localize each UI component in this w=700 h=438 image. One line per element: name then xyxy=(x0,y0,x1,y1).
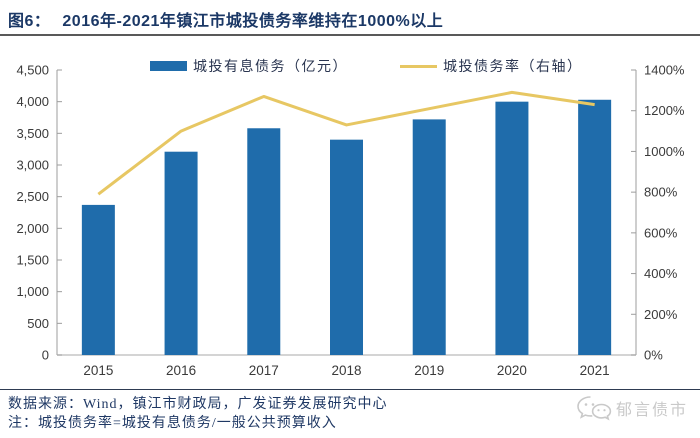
bar-2020 xyxy=(495,101,529,356)
x-axis-label-2021: 2021 xyxy=(580,363,610,378)
left-axis-tick-label: 4,000 xyxy=(16,94,49,109)
right-axis-tick-label: 600% xyxy=(644,225,678,240)
figure-number-label: 图6： xyxy=(8,13,51,30)
line-series-label: 城投债务率（右轴） xyxy=(443,60,583,75)
title-divider xyxy=(0,34,700,36)
bar-2019 xyxy=(412,119,446,356)
right-axis-tick-label: 200% xyxy=(644,307,678,322)
bar-series-label: 城投有息债务（亿元） xyxy=(193,60,348,75)
x-axis-label-2020: 2020 xyxy=(497,363,527,378)
line-series-swatch xyxy=(400,64,437,68)
data-source-note: 数据来源：Wind，镇江市财政局，广发证券发展研究中心 xyxy=(8,397,388,412)
debt-ratio-line xyxy=(97,90,595,196)
figure-title-text: 2016年-2021年镇江市城投债务率维持在1000%以上 xyxy=(62,13,444,30)
left-axis-tick-label: 4,500 xyxy=(16,63,49,78)
left-axis-tick-label: 1,000 xyxy=(16,284,49,299)
left-axis-tick-label: 2,000 xyxy=(16,221,49,236)
watermark: 郁言债市 xyxy=(576,395,688,421)
footer-divider xyxy=(0,389,700,390)
right-axis-tick-label: 800% xyxy=(644,185,678,200)
right-axis-tick-label: 1000% xyxy=(644,144,685,159)
bar-series-swatch xyxy=(150,61,187,71)
legend-item-bar-series: 城投有息债务（亿元） xyxy=(150,56,348,76)
right-axis-tick-label: 1200% xyxy=(644,103,685,118)
left-axis-tick-label: 0 xyxy=(42,348,49,363)
figure-title: 图6： 2016年-2021年镇江市城投债务率维持在1000%以上 xyxy=(8,7,692,31)
formula-note: 注：城投债务率=城投有息债务/一般公共预算收入 xyxy=(8,416,337,431)
left-axis-tick-label: 3,000 xyxy=(16,158,49,173)
x-axis-label-2016: 2016 xyxy=(166,363,196,378)
bar-2017 xyxy=(247,128,281,355)
left-axis-tick-label: 500 xyxy=(27,316,49,331)
bar-2021 xyxy=(578,99,612,356)
chat-bubbles-watermark-icon xyxy=(577,396,612,421)
left-axis-tick-label: 2,500 xyxy=(16,189,49,204)
left-axis-tick-label: 1,500 xyxy=(16,253,49,268)
left-axis-tick-label: 3,500 xyxy=(16,126,49,141)
x-axis-label-2017: 2017 xyxy=(249,363,279,378)
legend-item-line-series: 城投债务率（右轴） xyxy=(400,56,583,76)
right-axis-tick-label: 400% xyxy=(644,266,678,281)
bar-2016 xyxy=(164,151,198,355)
bar-2015 xyxy=(81,204,115,355)
chart-legend: 城投有息债务（亿元） 城投债务率（右轴） xyxy=(0,56,700,76)
right-axis-tick-label: 1400% xyxy=(644,63,685,78)
x-axis-label-2015: 2015 xyxy=(83,363,113,378)
right-axis-tick-label: 0% xyxy=(644,348,663,363)
x-axis-label-2018: 2018 xyxy=(331,363,361,378)
bar-2018 xyxy=(330,139,363,355)
watermark-text: 郁言债市 xyxy=(616,402,689,419)
x-axis-label-2019: 2019 xyxy=(414,363,444,378)
